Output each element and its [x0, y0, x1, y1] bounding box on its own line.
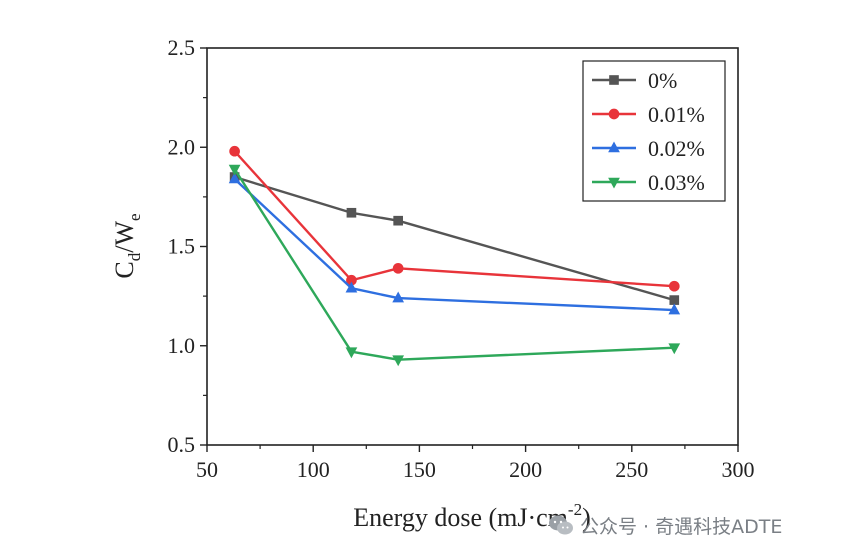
series-line [233, 168, 675, 361]
legend-label: 0.02% [648, 136, 705, 161]
y-axis-title-sub-e: e [125, 213, 144, 221]
data-point [668, 343, 681, 355]
legend-label: 0.01% [648, 102, 705, 127]
y-axis: 0.5 1.0 1.5 2.0 2.5 [168, 35, 207, 457]
series [228, 164, 681, 367]
x-tick-label: 100 [297, 457, 330, 482]
x-tick-label: 50 [196, 457, 218, 482]
data-point [346, 207, 357, 218]
legend-item: 0.03% [592, 170, 705, 195]
series-line [233, 178, 675, 312]
y-tick-label: 1.0 [168, 333, 196, 358]
series-layer [228, 145, 681, 367]
legend-marker [609, 75, 619, 85]
x-axis-title: Energy dose (mJ·cm-2) [353, 500, 591, 532]
x-tick-label: 250 [615, 457, 648, 482]
legend: 0% 0.01% 0.02% 0.03% [582, 60, 726, 202]
data-point [228, 172, 241, 184]
data-point [392, 291, 405, 303]
legend-label: 0.03% [648, 170, 705, 195]
series-line [233, 150, 675, 288]
legend-item: 0.01% [592, 102, 705, 127]
x-axis-title-end: ) [582, 503, 591, 532]
legend-marker [608, 177, 620, 189]
wechat-icon [549, 515, 573, 535]
data-point [229, 145, 240, 157]
data-point [345, 281, 358, 293]
data-point [392, 262, 404, 274]
legend-item: 0.02% [592, 136, 705, 161]
data-point [668, 303, 681, 315]
data-point [392, 355, 405, 367]
data-point [393, 215, 403, 226]
legend-box [582, 60, 726, 202]
legend-item: 0% [592, 68, 677, 93]
legend-marker [608, 141, 620, 153]
y-axis-title: Cd/We [110, 213, 144, 278]
data-point [345, 347, 358, 359]
series-line [234, 175, 675, 302]
data-point [228, 164, 241, 176]
y-tick-label: 2.5 [168, 35, 196, 60]
y-axis-title-sub-d: d [125, 252, 144, 261]
x-tick-label: 200 [509, 457, 542, 482]
y-tick-label: 1.5 [168, 234, 196, 259]
y-tick-label: 0.5 [168, 432, 196, 457]
x-axis-title-sup: -2 [568, 500, 582, 519]
series [228, 172, 681, 315]
legend-marker [608, 108, 620, 120]
y-axis-title-mid: /W [110, 221, 139, 253]
legend-label: 0% [648, 68, 677, 93]
series [229, 145, 680, 292]
data-point [668, 280, 680, 292]
watermark: 公众号 · 奇遇科技ADTE [548, 510, 782, 540]
x-tick-label: 300 [722, 457, 755, 482]
y-tick-label: 2.0 [168, 134, 196, 159]
x-tick-label: 150 [403, 457, 436, 482]
x-axis: 50 100 150 200 250 300 [196, 445, 755, 482]
watermark-text: 公众号 · 奇遇科技ADTE [580, 515, 783, 538]
data-point [669, 295, 680, 305]
